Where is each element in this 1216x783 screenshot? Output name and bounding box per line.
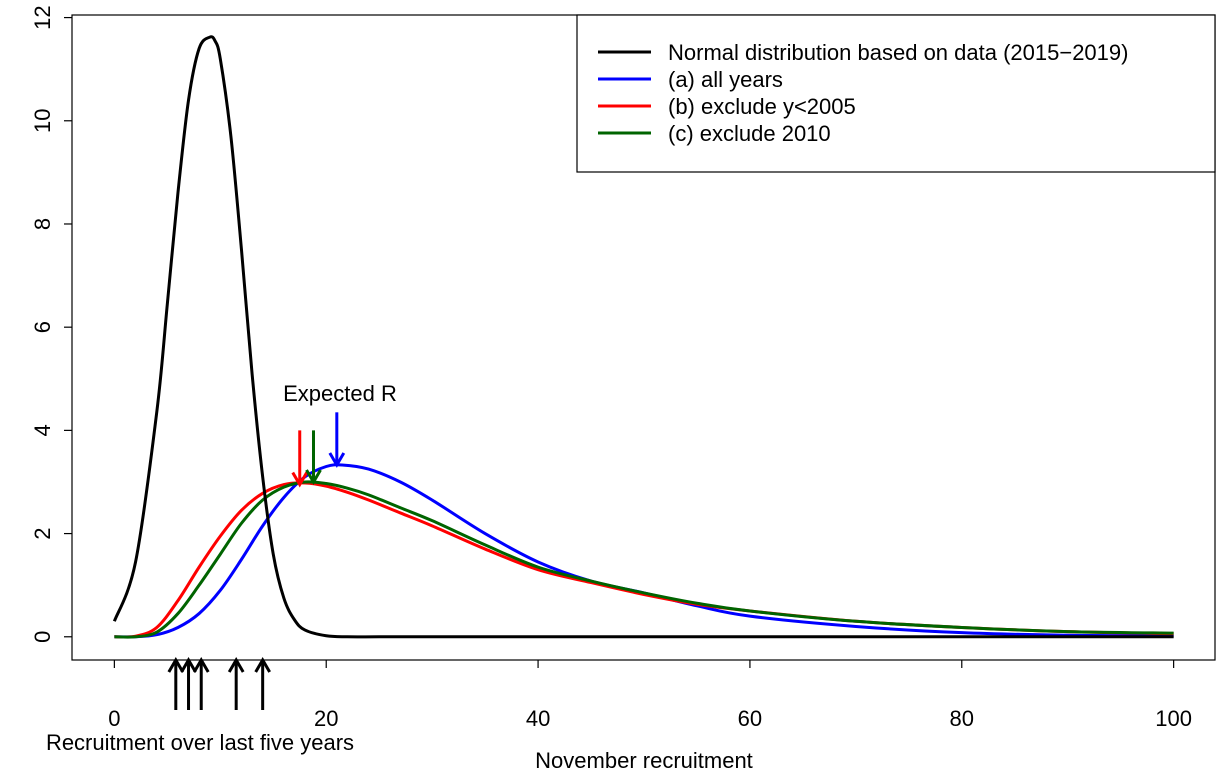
expected-r-arrow-2-head bbox=[328, 452, 346, 468]
y-tick-label: 8 bbox=[30, 218, 55, 230]
recent-recruitment-arrow-0 bbox=[167, 657, 185, 710]
recent-recruitment-arrow-3-head bbox=[227, 657, 245, 673]
y-tick-label: 6 bbox=[30, 321, 55, 333]
y-tick-label: 10 bbox=[30, 109, 55, 133]
series-line-3 bbox=[114, 480, 1174, 639]
recent-recruitment-arrow-0-head bbox=[167, 657, 185, 673]
recent-recruitment-arrow-2 bbox=[192, 657, 210, 710]
x-tick-label: 40 bbox=[526, 706, 550, 731]
series-line-1 bbox=[114, 463, 1174, 639]
y-tick-label: 4 bbox=[30, 424, 55, 436]
legend-entry-1: (a) all years bbox=[668, 67, 783, 92]
recent-recruitment-arrow-1 bbox=[180, 657, 197, 710]
recent-recruitment-arrow-4 bbox=[254, 657, 271, 710]
expected-r-arrow-0 bbox=[291, 430, 309, 488]
x-tick-label: 0 bbox=[108, 706, 120, 731]
expected-r-label: Expected R bbox=[283, 381, 397, 406]
expected-r-arrow-1 bbox=[305, 430, 322, 485]
expected-r-arrow-2 bbox=[328, 412, 346, 468]
y-tick-label: 0 bbox=[30, 631, 55, 643]
legend-entry-0: Normal distribution based on data (2015−… bbox=[668, 40, 1128, 65]
x-tick-label: 100 bbox=[1155, 706, 1192, 731]
recent-recruitment-arrow-4-head bbox=[254, 657, 271, 673]
x-tick-label: 60 bbox=[738, 706, 762, 731]
series-line-0 bbox=[112, 35, 1174, 639]
recent-recruitment-arrow-1-head bbox=[180, 657, 197, 673]
x-tick-label: 20 bbox=[314, 706, 338, 731]
y-tick-label: 2 bbox=[30, 527, 55, 539]
expected-r-arrow-0-head bbox=[291, 471, 309, 488]
legend-box bbox=[576, 14, 1216, 173]
x-tick-label: 80 bbox=[950, 706, 974, 731]
legend-entry-2: (b) exclude y<2005 bbox=[668, 94, 856, 119]
x-axis-label: November recruitment bbox=[535, 748, 753, 773]
recent-recruitment-arrow-2-head bbox=[192, 657, 210, 673]
expected-r-arrow-1-head bbox=[305, 469, 322, 485]
recent-recruitment-arrow-3 bbox=[227, 657, 245, 710]
recent-recruitment-label: Recruitment over last five years bbox=[46, 730, 354, 755]
legend-entry-3: (c) exclude 2010 bbox=[668, 121, 831, 146]
y-tick-label: 12 bbox=[30, 5, 55, 29]
